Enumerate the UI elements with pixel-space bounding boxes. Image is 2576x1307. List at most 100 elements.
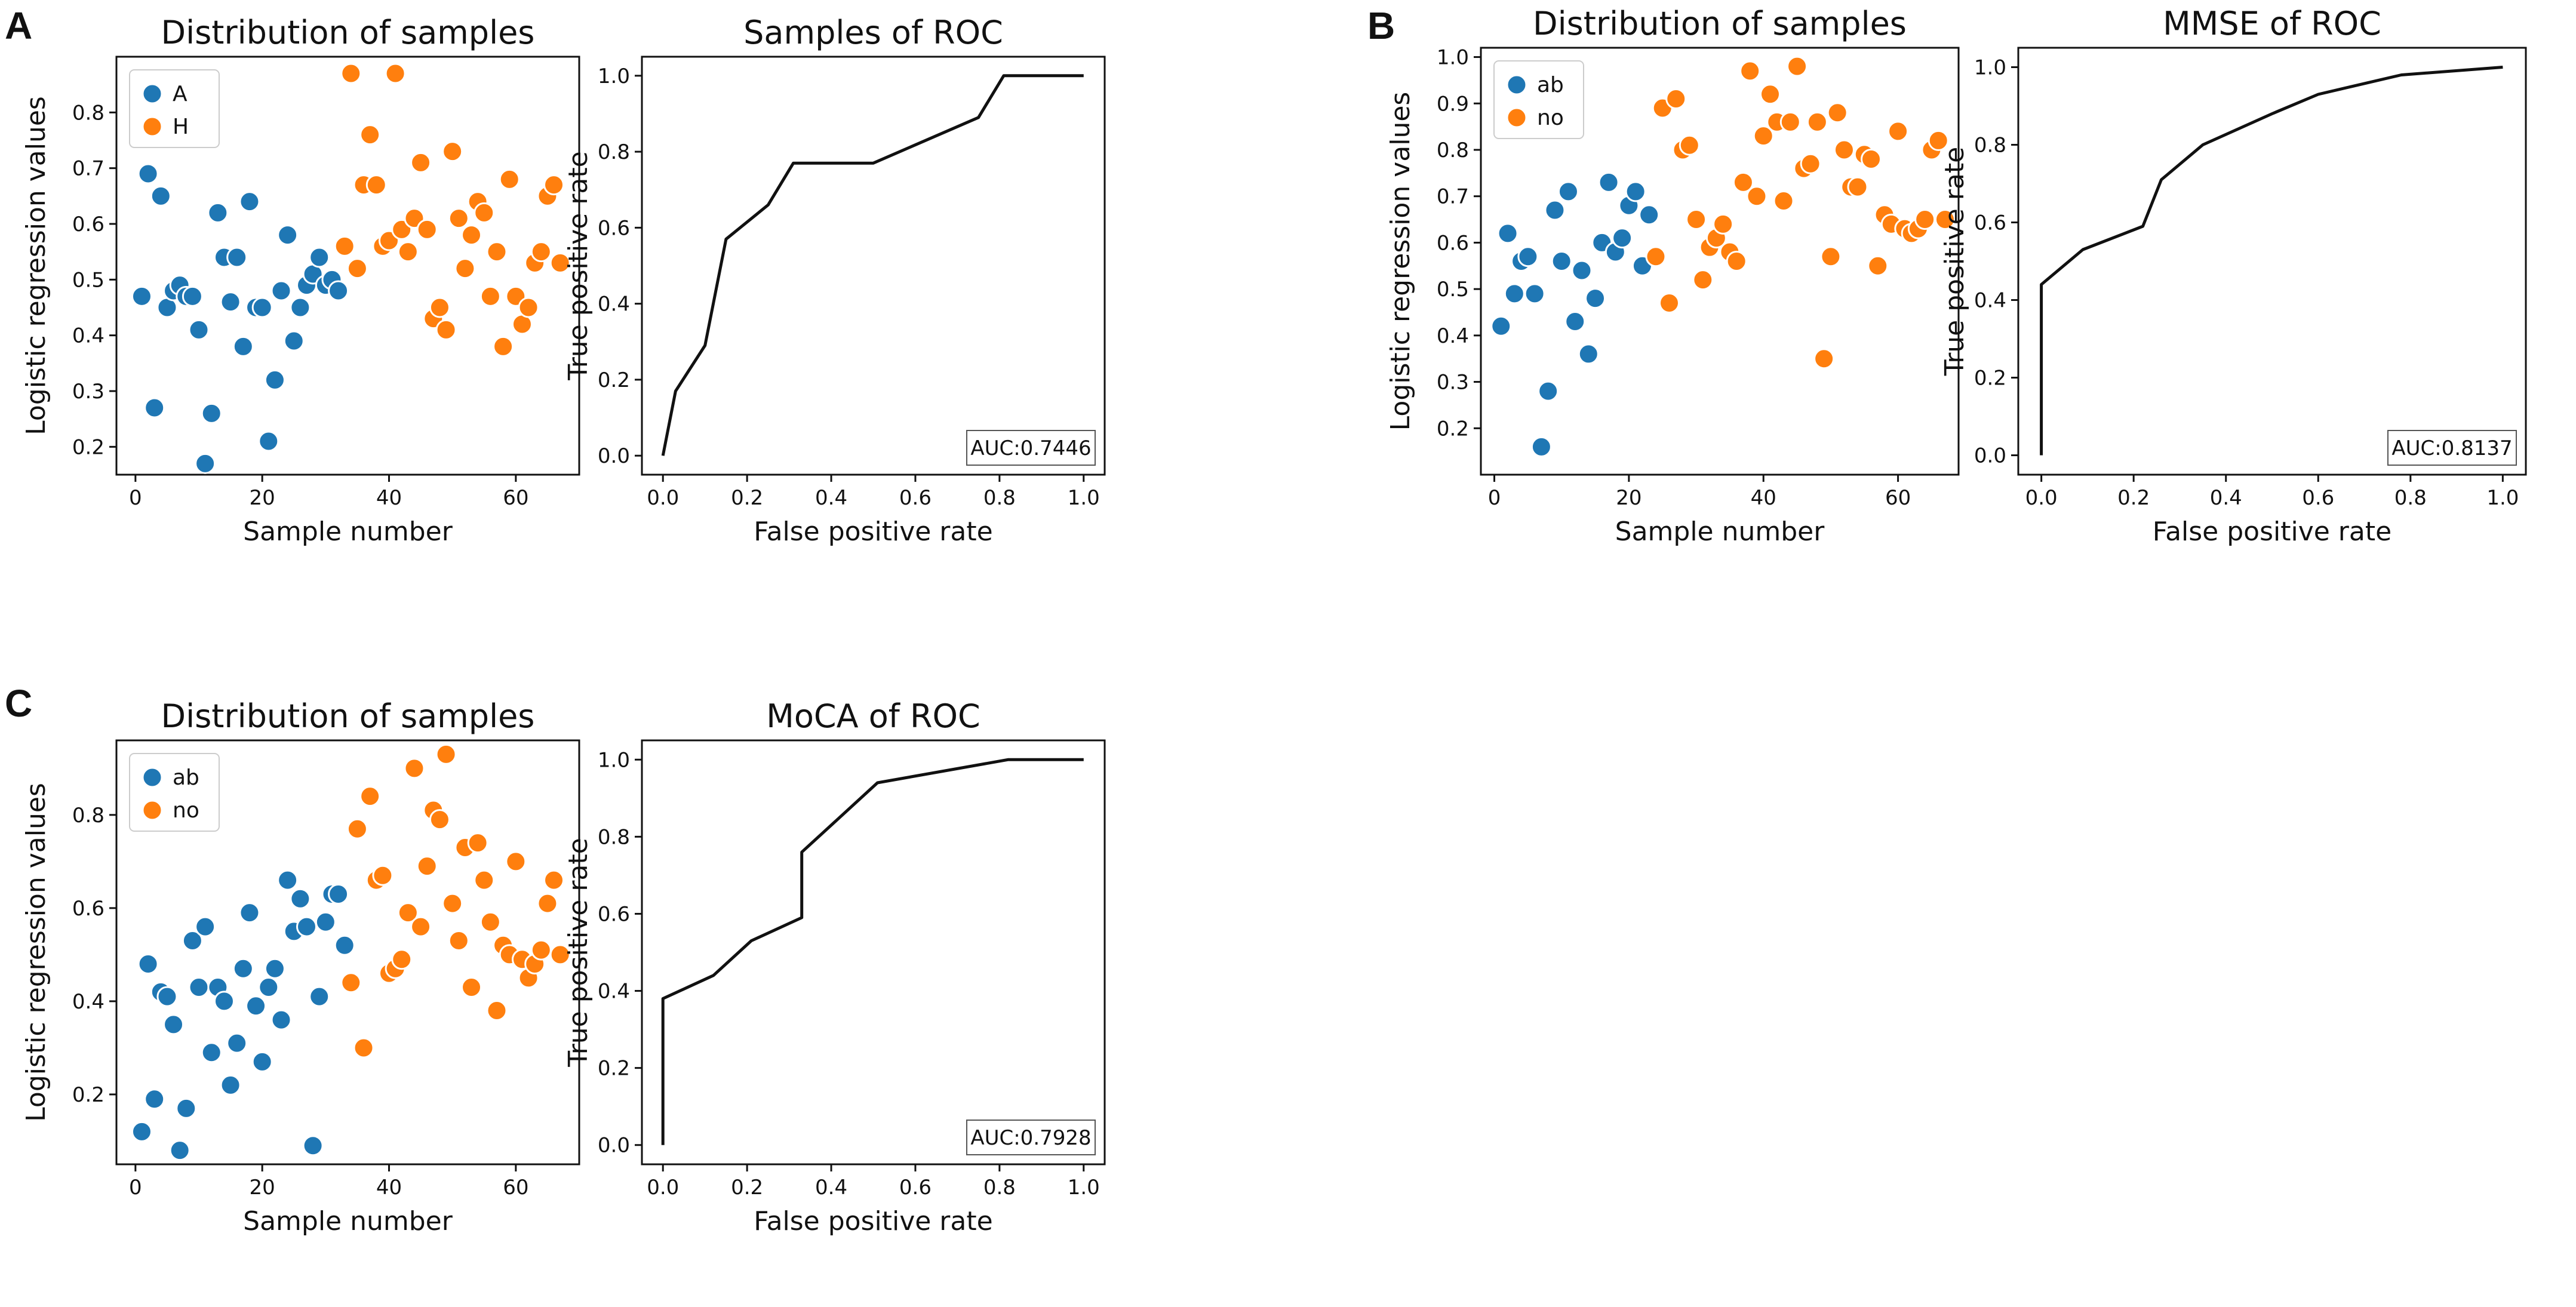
y-tick-label: 0.0 xyxy=(598,1134,630,1158)
data-point xyxy=(213,991,235,1012)
data-point xyxy=(258,977,279,998)
data-point xyxy=(131,285,152,307)
data-point xyxy=(448,930,469,951)
data-point xyxy=(1497,223,1518,244)
data-point xyxy=(220,291,241,313)
data-point xyxy=(474,869,495,891)
chart-title: Samples of ROC xyxy=(743,14,1003,51)
data-point xyxy=(1861,149,1882,170)
x-tick-label: 0.2 xyxy=(731,486,763,510)
data-point xyxy=(410,916,432,937)
x-tick-label: 1.0 xyxy=(1068,1176,1100,1200)
y-tick-label: 1.0 xyxy=(1974,56,2006,80)
data-point xyxy=(537,893,558,914)
y-tick-label: 0.4 xyxy=(1437,324,1469,348)
y-tick-label: 0.2 xyxy=(72,435,104,459)
y-tick-label: 0.2 xyxy=(1437,417,1469,441)
y-tick-label: 0.3 xyxy=(1437,371,1469,395)
panel-label-c: C xyxy=(5,682,32,725)
auc-box: AUC:0.7928 xyxy=(966,1120,1096,1155)
data-point xyxy=(486,241,508,263)
data-point xyxy=(1847,176,1868,198)
data-point xyxy=(479,911,501,933)
x-tick-label: 60 xyxy=(503,486,528,510)
auc-frame xyxy=(2387,430,2517,466)
data-point xyxy=(340,63,362,84)
data-point xyxy=(442,893,463,914)
data-point xyxy=(163,1014,185,1035)
data-point xyxy=(1578,343,1599,365)
data-point xyxy=(397,902,419,924)
data-point xyxy=(156,986,178,1007)
legend-label-A: A xyxy=(173,82,187,106)
data-point xyxy=(258,430,279,452)
data-point xyxy=(1753,125,1774,147)
data-point xyxy=(359,786,381,807)
x-tick-label: 0.6 xyxy=(899,1176,932,1200)
data-point xyxy=(270,1009,292,1031)
data-point xyxy=(201,1042,222,1063)
chart-B-dist: Distribution of samples 0 20 40 60 0.2 0.3 0.4 0… xyxy=(1385,5,1960,547)
x-tick-label: 0 xyxy=(129,1176,142,1200)
data-point xyxy=(549,252,571,273)
y-tick-label: 1.0 xyxy=(598,748,630,772)
x-tick-label: 1.0 xyxy=(1068,486,1100,510)
data-point xyxy=(1813,348,1835,370)
data-point xyxy=(530,241,552,263)
chart-title: MMSE of ROC xyxy=(2163,5,2381,42)
data-point xyxy=(340,972,362,994)
data-point xyxy=(372,865,394,886)
data-point xyxy=(474,202,495,223)
x-axis-label: False positive rate xyxy=(754,516,992,547)
legend: ab no xyxy=(1493,60,1584,139)
data-point xyxy=(1679,134,1700,156)
series-A xyxy=(131,163,349,474)
data-point xyxy=(461,225,482,246)
y-tick-label: 0.8 xyxy=(598,140,630,164)
y-tick-label: 0.5 xyxy=(1437,278,1469,302)
y-tick-label: 0.0 xyxy=(598,444,630,468)
data-point xyxy=(1787,56,1808,77)
x-tick-label: 20 xyxy=(1616,486,1641,510)
data-point xyxy=(1571,260,1593,281)
data-point xyxy=(290,297,311,318)
x-tick-label: 0.6 xyxy=(2302,486,2334,510)
data-point xyxy=(1658,292,1680,313)
data-point xyxy=(1530,436,1552,457)
data-point xyxy=(264,958,285,979)
x-tick-label: 0 xyxy=(129,486,142,510)
data-point xyxy=(137,954,159,975)
data-point xyxy=(226,1032,248,1054)
x-axis-label: Sample number xyxy=(1615,516,1825,547)
data-point xyxy=(328,280,349,302)
legend-label-ab: ab xyxy=(173,765,199,790)
x-tick-label: 0.0 xyxy=(647,1176,679,1200)
x-tick-label: 0.4 xyxy=(815,486,847,510)
y-axis-label: Logistic regression values xyxy=(21,96,51,435)
y-axis-label: Logistic regression values xyxy=(1385,92,1416,431)
data-point xyxy=(137,163,159,184)
data-point xyxy=(309,986,330,1007)
data-point xyxy=(1490,315,1512,337)
x-tick-label: 0.0 xyxy=(2025,486,2058,510)
data-point xyxy=(277,225,299,246)
data-point xyxy=(232,958,254,979)
data-point xyxy=(461,977,482,998)
data-point xyxy=(296,916,317,937)
data-point xyxy=(1800,153,1821,174)
plot-frame xyxy=(115,739,580,1165)
data-point xyxy=(435,319,457,340)
x-tick-label: 0.8 xyxy=(983,1176,1016,1200)
data-point xyxy=(188,977,210,998)
data-point xyxy=(207,202,229,223)
auc-label: AUC:0.8137 xyxy=(2391,436,2512,460)
data-point xyxy=(1524,283,1545,305)
chart-title: Distribution of samples xyxy=(161,14,535,51)
data-point xyxy=(1934,209,1956,230)
data-point xyxy=(442,141,463,162)
data-point xyxy=(144,1088,165,1110)
auc-label: AUC:0.7928 xyxy=(970,1126,1091,1150)
y-tick-label: 0.2 xyxy=(1974,367,2006,390)
panel-label-a: A xyxy=(5,4,32,47)
data-point xyxy=(499,168,520,190)
